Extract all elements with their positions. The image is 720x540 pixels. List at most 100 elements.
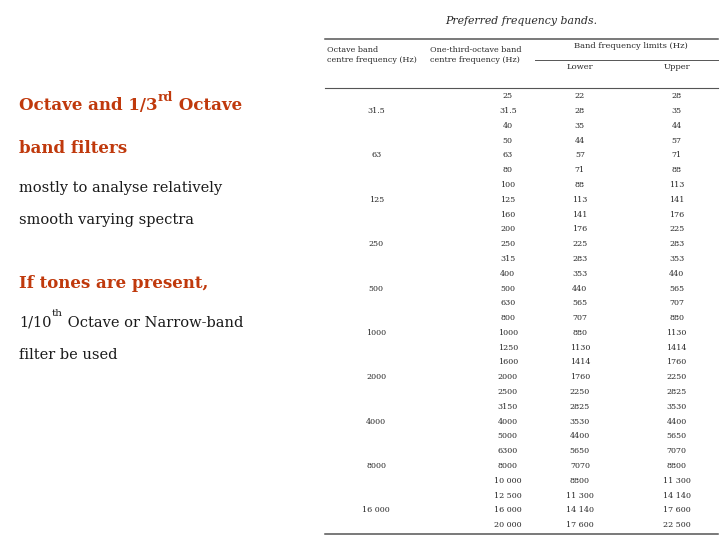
Text: 20 000: 20 000 — [494, 521, 521, 529]
Text: 14 140: 14 140 — [662, 491, 690, 500]
Text: 63: 63 — [371, 151, 382, 159]
Text: 1130: 1130 — [570, 343, 590, 352]
Text: 1760: 1760 — [570, 373, 590, 381]
Text: 31.5: 31.5 — [367, 107, 385, 115]
Text: 283: 283 — [572, 255, 588, 263]
Text: Upper: Upper — [663, 63, 690, 71]
Text: 283: 283 — [669, 240, 684, 248]
Text: 1130: 1130 — [667, 329, 687, 337]
Text: 16 000: 16 000 — [494, 507, 522, 515]
Text: 12 500: 12 500 — [494, 491, 522, 500]
Text: 22 500: 22 500 — [663, 521, 690, 529]
Text: 44: 44 — [575, 137, 585, 145]
Text: 250: 250 — [500, 240, 516, 248]
Text: 57: 57 — [672, 137, 682, 145]
Text: mostly to analyse relatively: mostly to analyse relatively — [19, 181, 222, 195]
Text: 5000: 5000 — [498, 433, 518, 441]
Text: 630: 630 — [500, 299, 516, 307]
Text: 35: 35 — [672, 107, 682, 115]
Text: 2825: 2825 — [667, 388, 687, 396]
Text: th: th — [52, 309, 63, 319]
Text: 10 000: 10 000 — [494, 477, 521, 485]
Text: If tones are present,: If tones are present, — [19, 275, 208, 292]
Text: 880: 880 — [669, 314, 684, 322]
Text: 176: 176 — [572, 225, 588, 233]
Text: 4400: 4400 — [667, 417, 687, 426]
Text: 440: 440 — [669, 269, 684, 278]
Text: 125: 125 — [500, 195, 516, 204]
Text: 1414: 1414 — [570, 359, 590, 367]
Text: 176: 176 — [669, 211, 684, 219]
Text: 44: 44 — [672, 122, 682, 130]
Text: 225: 225 — [669, 225, 684, 233]
Text: 141: 141 — [669, 195, 684, 204]
Text: 2250: 2250 — [667, 373, 687, 381]
Text: 71: 71 — [575, 166, 585, 174]
Text: 17 600: 17 600 — [566, 521, 594, 529]
Text: 565: 565 — [669, 285, 684, 293]
Text: 14 140: 14 140 — [566, 507, 594, 515]
Text: 1760: 1760 — [667, 359, 687, 367]
Text: Octave and 1/3: Octave and 1/3 — [19, 97, 158, 114]
Text: Preferred frequency bands.: Preferred frequency bands. — [446, 16, 598, 26]
Text: 7070: 7070 — [570, 462, 590, 470]
Text: 2000: 2000 — [366, 373, 387, 381]
Text: 88: 88 — [672, 166, 682, 174]
Text: 707: 707 — [572, 314, 588, 322]
Text: 8000: 8000 — [366, 462, 386, 470]
Text: 8800: 8800 — [570, 477, 590, 485]
Text: 2250: 2250 — [570, 388, 590, 396]
Text: 5650: 5650 — [667, 433, 687, 441]
Text: 11 300: 11 300 — [662, 477, 690, 485]
Text: 100: 100 — [500, 181, 516, 189]
Text: 1250: 1250 — [498, 343, 518, 352]
Text: 50: 50 — [503, 137, 513, 145]
Text: 160: 160 — [500, 211, 516, 219]
Text: 4400: 4400 — [570, 433, 590, 441]
Text: Band frequency limits (Hz): Band frequency limits (Hz) — [575, 42, 688, 50]
Text: 80: 80 — [503, 166, 513, 174]
Text: 2000: 2000 — [498, 373, 518, 381]
Text: 113: 113 — [669, 181, 684, 189]
Text: 28: 28 — [575, 107, 585, 115]
Text: 8000: 8000 — [498, 462, 518, 470]
Text: rd: rd — [158, 91, 173, 104]
Text: 1000: 1000 — [498, 329, 518, 337]
Text: 1414: 1414 — [667, 343, 687, 352]
Text: 57: 57 — [575, 151, 585, 159]
Text: 1600: 1600 — [498, 359, 518, 367]
Text: 31.5: 31.5 — [499, 107, 517, 115]
Text: 11 300: 11 300 — [566, 491, 594, 500]
Text: 250: 250 — [369, 240, 384, 248]
Text: 800: 800 — [500, 314, 516, 322]
Text: smooth varying spectra: smooth varying spectra — [19, 213, 194, 227]
Text: 4000: 4000 — [498, 417, 518, 426]
Text: 125: 125 — [369, 195, 384, 204]
Text: 88: 88 — [575, 181, 585, 189]
Text: 63: 63 — [503, 151, 513, 159]
Text: Octave: Octave — [173, 97, 242, 114]
Text: 16 000: 16 000 — [362, 507, 390, 515]
Text: 500: 500 — [500, 285, 516, 293]
Text: 3150: 3150 — [498, 403, 518, 411]
Text: band filters: band filters — [19, 140, 127, 157]
Text: filter be used: filter be used — [19, 348, 117, 362]
Text: 71: 71 — [672, 151, 682, 159]
Text: 28: 28 — [672, 92, 682, 100]
Text: 5650: 5650 — [570, 447, 590, 455]
Text: 2825: 2825 — [570, 403, 590, 411]
Text: 2500: 2500 — [498, 388, 518, 396]
Text: 353: 353 — [669, 255, 684, 263]
Text: 500: 500 — [369, 285, 384, 293]
Text: 40: 40 — [503, 122, 513, 130]
Text: Octave or Narrow-band: Octave or Narrow-band — [63, 316, 243, 330]
Text: 3530: 3530 — [570, 417, 590, 426]
Text: 6300: 6300 — [498, 447, 518, 455]
Text: 17 600: 17 600 — [663, 507, 690, 515]
Text: Lower: Lower — [567, 63, 593, 71]
Text: 315: 315 — [500, 255, 516, 263]
Text: 565: 565 — [572, 299, 588, 307]
Text: 707: 707 — [669, 299, 684, 307]
Text: 35: 35 — [575, 122, 585, 130]
Text: 25: 25 — [503, 92, 513, 100]
